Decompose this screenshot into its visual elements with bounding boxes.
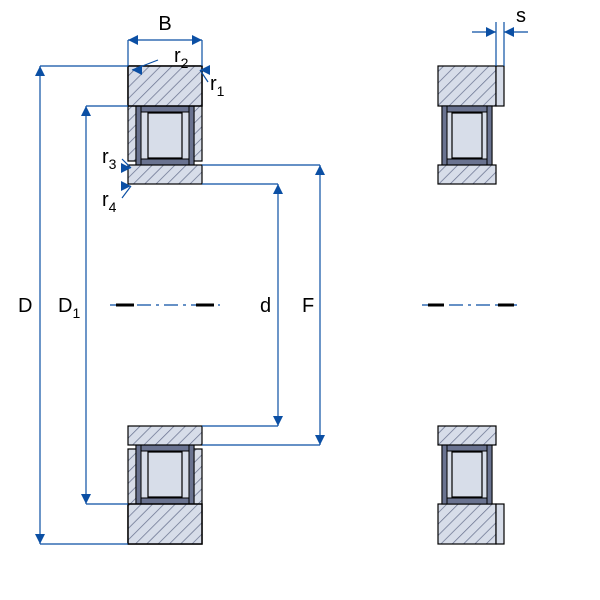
cage-post [487, 445, 492, 504]
cage-rail [442, 445, 492, 451]
outer-ring-section-side [438, 504, 496, 544]
cage-post [442, 106, 447, 165]
roller [452, 113, 482, 158]
inner-ring-section [438, 165, 496, 184]
snap-ring-groove [496, 504, 504, 544]
inner-ring-section [128, 165, 202, 184]
cage-rail [136, 106, 194, 112]
inner-ring-section [438, 426, 496, 445]
cage-rail [136, 159, 194, 165]
cage-post [189, 445, 194, 504]
cage-post [136, 445, 141, 504]
outer-ring-section-side [438, 66, 496, 106]
snap-ring-groove [496, 66, 504, 106]
inner-ring-section [128, 426, 202, 445]
cage-rail [136, 445, 194, 451]
cage-rail [136, 498, 194, 504]
label-F: F [302, 295, 314, 317]
cage-post [189, 106, 194, 165]
roller [452, 452, 482, 497]
label-D: D [18, 295, 32, 317]
bearing-diagram: DD1dFBsr1r2r3r4 [0, 0, 600, 600]
cage-post [442, 445, 447, 504]
cage-post [487, 106, 492, 165]
roller [148, 452, 182, 497]
cage-rail [442, 106, 492, 112]
label-s: s [516, 5, 526, 27]
roller [148, 113, 182, 158]
cage-rail [442, 159, 492, 165]
canvas [0, 0, 600, 600]
cage-rail [442, 498, 492, 504]
label-d: d [260, 295, 271, 317]
cage-post [136, 106, 141, 165]
label-B: B [158, 13, 171, 35]
